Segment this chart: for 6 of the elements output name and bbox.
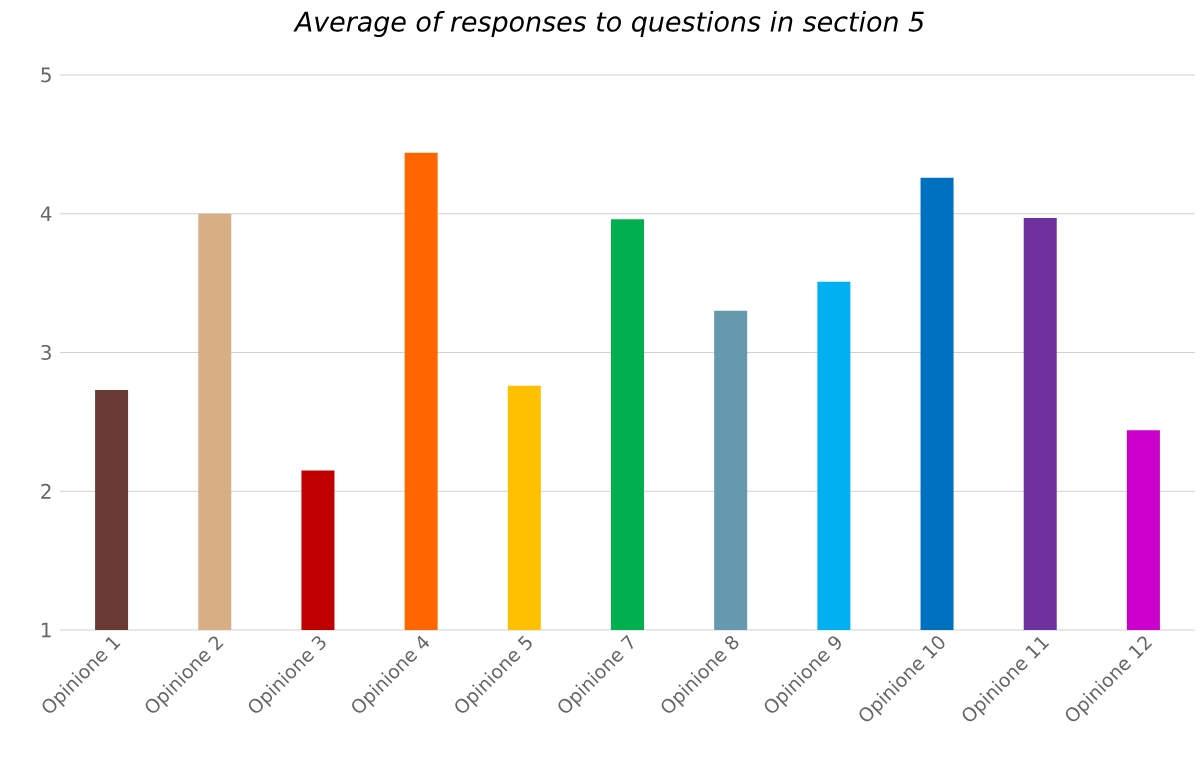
y-tick-label: 3 — [41, 344, 51, 361]
y-tick-label: 4 — [40, 206, 52, 222]
y-tick-label: 5 — [41, 67, 51, 83]
chart-title: Average of responses to questions in section 5 — [293, 10, 924, 38]
y-tick-label: 2 — [41, 483, 51, 499]
y-tick-label: 1 — [41, 622, 51, 638]
